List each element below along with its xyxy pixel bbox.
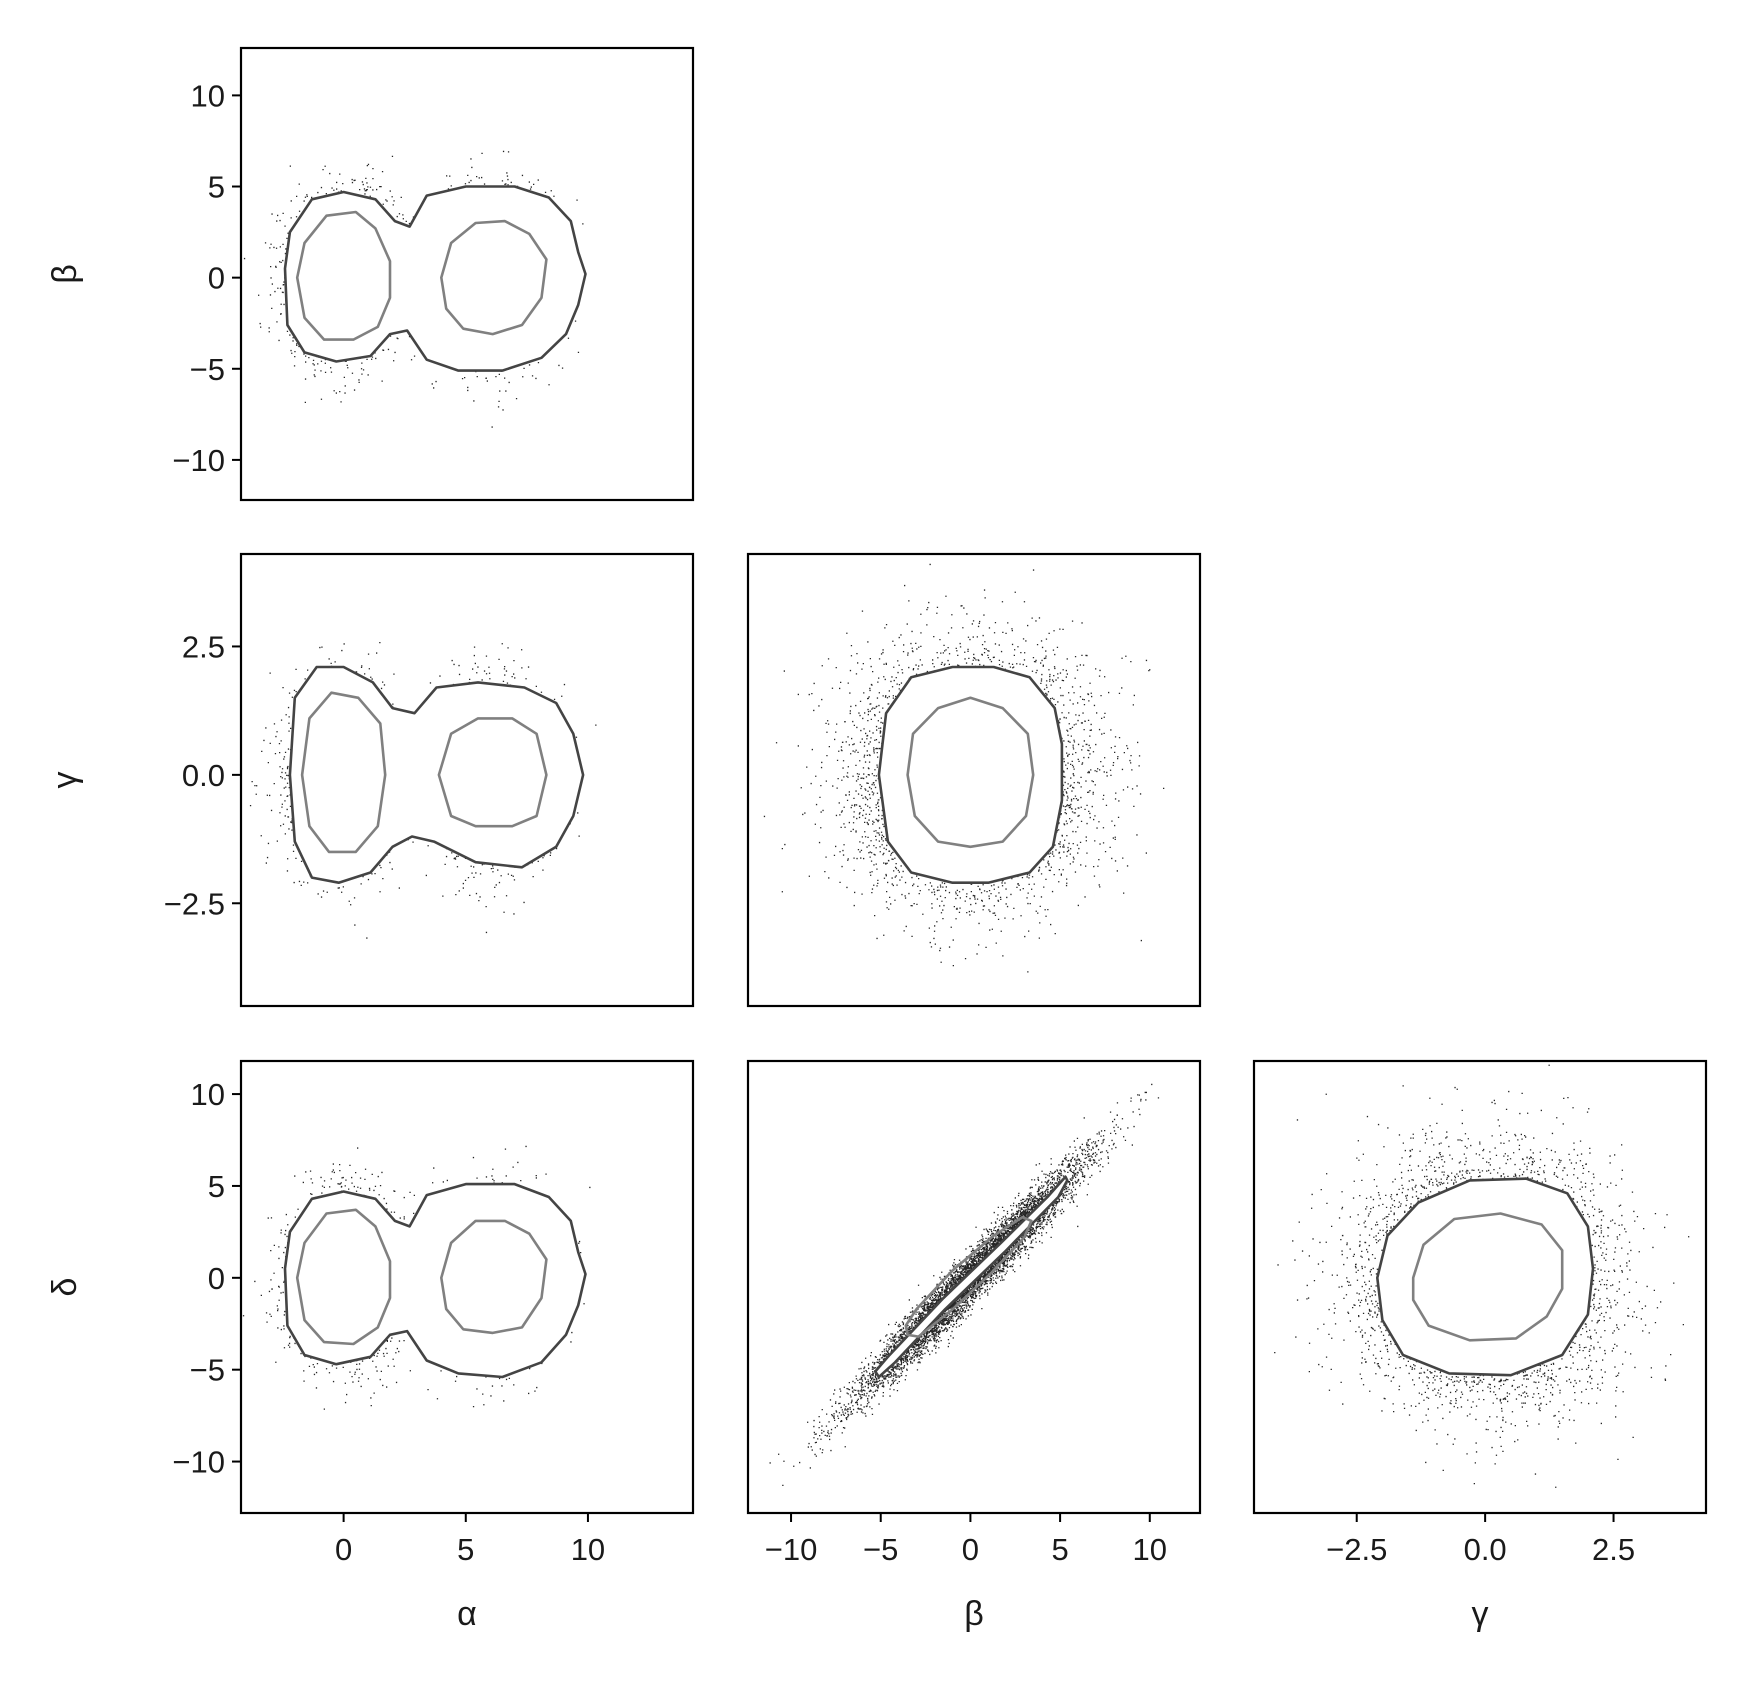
panel-beta-gamma	[746, 552, 1202, 1008]
y-tick-label: −5	[190, 352, 225, 387]
x-tick-label: 10	[571, 1532, 605, 1567]
x-axis-label: γ	[1472, 1595, 1489, 1633]
panel-alpha-gamma: −2.5 0.0 2.5 γ	[46, 552, 695, 1008]
y-tick-label: 10	[191, 1077, 225, 1112]
panel-alpha-delta: −10 −5 0 5 10 0 5 10 δ α	[46, 1059, 695, 1633]
inner-contour	[440, 1219, 548, 1335]
inner-contour	[300, 691, 387, 854]
x-tick-label: 5	[1051, 1532, 1068, 1567]
inner-contour	[906, 696, 1035, 849]
y-tick-label: −2.5	[164, 886, 225, 921]
x-tick-label: −5	[863, 1532, 898, 1567]
contours	[1376, 1177, 1595, 1377]
inner-contour	[437, 717, 548, 828]
y-tick-label: 2.5	[182, 629, 225, 664]
x-axis-label: β	[964, 1595, 984, 1633]
panel-beta-delta: −10 −5 0 5 10 β	[746, 1059, 1202, 1633]
y-tick-label: 0.0	[182, 758, 225, 793]
x-axis-label: α	[457, 1595, 477, 1633]
panel-alpha-beta: −10 −5 0 5 10 β	[46, 46, 695, 502]
x-tick-label: 10	[1133, 1532, 1167, 1567]
y-tick-label: 0	[208, 261, 225, 296]
x-tick-label: 5	[457, 1532, 474, 1567]
outer-contour	[288, 665, 585, 884]
contours	[874, 1175, 1069, 1379]
y-tick-label: −10	[172, 1445, 225, 1480]
x-tick-label: 0	[962, 1532, 979, 1567]
contours	[283, 185, 587, 372]
x-tick-label: 0.0	[1464, 1532, 1507, 1567]
y-tick-label: 5	[208, 1169, 225, 1204]
inner-contour	[904, 1215, 1033, 1338]
x-tick-label: 0	[335, 1532, 352, 1567]
y-axis-label: β	[46, 264, 84, 284]
inner-contour	[295, 1208, 392, 1346]
y-axis-label: γ	[46, 772, 84, 789]
y-tick-label: 5	[208, 170, 225, 205]
y-tick-label: −10	[172, 443, 225, 478]
outer-contour	[874, 1175, 1069, 1379]
x-tick-label: −10	[765, 1532, 818, 1567]
x-tick-label: −2.5	[1326, 1532, 1387, 1567]
outer-contour	[283, 185, 587, 372]
inner-contour	[440, 219, 548, 336]
contours	[288, 665, 585, 884]
inner-contour	[1411, 1212, 1564, 1342]
y-tick-label: 0	[208, 1261, 225, 1296]
y-tick-label: 10	[191, 78, 225, 113]
y-axis-label: δ	[46, 1278, 84, 1297]
y-tick-label: −5	[190, 1353, 225, 1388]
contours	[877, 665, 1064, 884]
panel-gamma-delta: −2.5 0.0 2.5 γ	[1252, 1059, 1708, 1633]
inner-contour	[295, 210, 392, 341]
x-tick-label: 2.5	[1592, 1532, 1635, 1567]
contours	[283, 1182, 587, 1379]
